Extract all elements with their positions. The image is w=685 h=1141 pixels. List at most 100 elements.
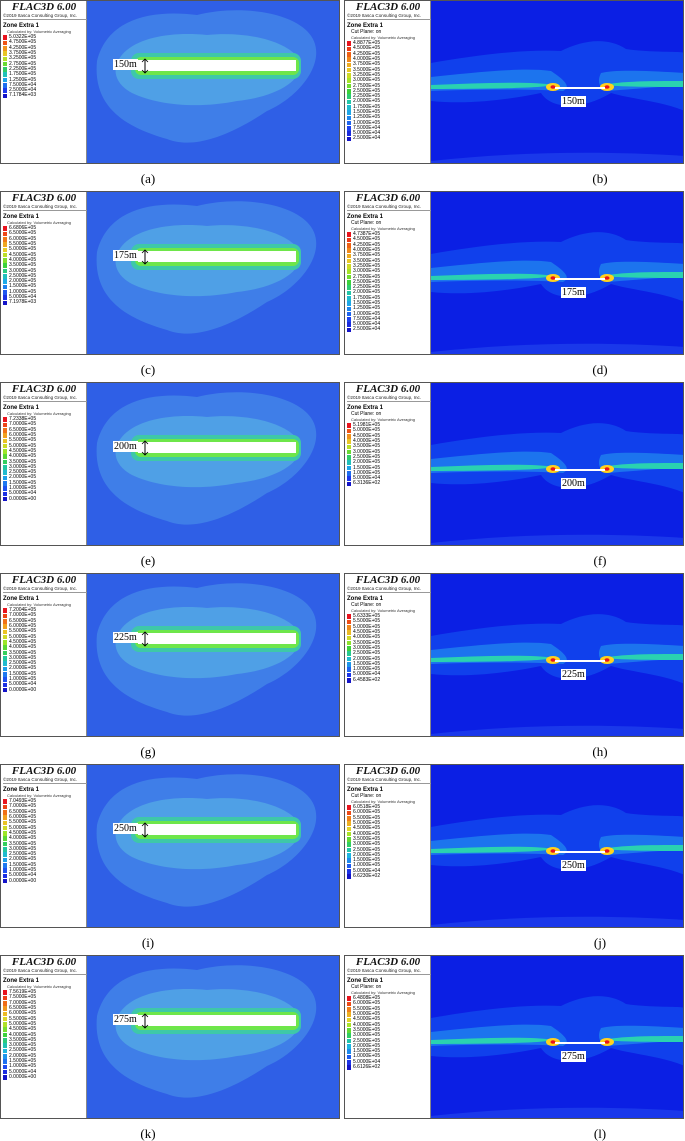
legend-entry: 6.0000E+05 [3,815,36,820]
panel-h: FLAC3D 6.00 ©2019 Itasca Consulting Group… [344,573,684,737]
legend-entry: 5.0000E+04 [347,868,380,874]
legend-swatch [347,78,351,84]
legend-entry: 6.4583E+02 [347,676,381,683]
legend-entry: 0.0000E+00 [3,687,36,693]
legend-swatch [3,799,7,804]
legend-swatch [3,475,7,481]
legend-swatch [347,258,351,264]
legend-value: 6.3136E+02 [353,480,381,487]
legend-value: 4.0000E+05 [353,1021,381,1028]
legend-entry: 5.0000E+04 [347,131,380,136]
legend-swatch [347,327,351,333]
cut-plane-status: Cut Plane: on [351,984,382,990]
legend-entry: 4.2500E+05 [347,241,381,248]
legend-value: 6.4583E+02 [353,676,381,683]
legend-swatch [347,821,351,826]
legend-swatch [3,640,7,645]
legend-entry: 1.5000E+05 [347,301,380,306]
dimension-arrowheads [141,58,149,74]
legend-value: 1.2500E+05 [9,76,37,83]
legend-value: 6.4808E+05 [353,995,381,1002]
stress-peak-left-core [550,467,556,471]
legend-swatch [3,470,7,475]
legend-entry: 7.1784E+03 [3,93,36,99]
legend-swatch [3,35,7,40]
legend-value: 4.5000E+05 [353,629,381,636]
legend-swatch [347,306,351,312]
legend-value: 1.0000E+05 [353,1053,381,1060]
legend-entries: 5.1981E+05 5.0000E+05 4.5000E+05 4.0000E+05… [347,423,380,487]
legend-value: 6.0000E+05 [353,1000,381,1007]
legend-value: 2.5000E+05 [353,1037,381,1044]
legend-entry: 0.0000E+00 [3,1074,36,1080]
legend-box: FLAC3D 6.00 ©2019 Itasca Consulting Group… [1,956,87,1118]
legend-entry: 3.7500E+05 [347,253,380,259]
legend-value: 7.0000E+05 [9,612,37,619]
legend-swatch [3,496,7,502]
legend-swatch [347,1059,351,1065]
legend-swatch [3,618,7,624]
legend-entry: 6.5000E+05 [3,427,36,433]
legend-swatch [347,810,351,816]
legend-entry: 1.0000E+05 [347,863,380,869]
legend-entry: 2.7500E+05 [347,83,380,89]
legend-entry: 6.4808E+05 [347,996,380,1001]
legend-value: 1.0000E+05 [9,867,37,873]
zone-title: Zone Extra 1 [3,23,40,29]
legend-entry: 3.5000E+05 [3,459,36,465]
legend-value: 4.2500E+05 [353,50,381,57]
legend-swatch [347,46,351,52]
legend-entry: 5.0000E+05 [347,1012,380,1017]
legend-entry: 0.0000E+00 [3,496,36,502]
legend-entry: 6.5000E+05 [3,618,36,624]
legend-swatch [347,242,351,248]
legend-entry: 1.5000E+05 [3,1059,36,1064]
calc-note: Calculated by: Volumetric Averaging [351,35,415,40]
legend-value: 2.5000E+05 [9,851,37,858]
legend-value: 7.0000E+05 [9,999,37,1006]
legend-swatch [347,83,351,89]
legend-entry: 1.7500E+05 [347,104,380,110]
app-title: FLAC3D 6.00 [355,383,421,395]
legend-value: 5.5000E+05 [9,437,37,444]
legend-swatch [3,93,7,99]
legend-swatch [3,841,7,847]
legend-entry: 4.5000E+05 [347,433,380,439]
legend-entry: 1.7500E+05 [347,295,380,301]
zone-title: Zone Extra 1 [347,978,384,984]
legend-value: 6.6126E+02 [353,1064,381,1070]
legend-entry: 1.5000E+05 [347,465,380,471]
legend-value: 4.5000E+05 [9,829,37,836]
legend-value: 6.0000E+05 [9,814,37,821]
legend-entry: 1.0000E+05 [347,120,380,126]
stress-band [431,845,683,853]
legend-swatch [347,269,351,275]
legend-value: 2.5000E+05 [353,846,381,853]
legend-entry: 2.5000E+05 [347,650,381,657]
legend-entry: 6.5000E+05 [3,809,36,815]
legend-value: 6.5000E+05 [9,1005,37,1012]
zone-title: Zone Extra 1 [347,214,384,220]
legend-entry: 3.5000E+05 [3,841,36,847]
legend-value: 4.2500E+05 [353,241,381,248]
legend-entry: 3.5000E+05 [3,263,36,269]
legend-value: 2.0000E+05 [9,474,37,481]
legend-swatch [347,311,351,317]
legend-swatch [3,247,7,253]
legend-box: FLAC3D 6.00 ©2019 Itasca Consulting Group… [345,1,431,163]
legend-entry: 5.5000E+05 [347,1006,380,1012]
legend-entry: 2.5000E+05 [347,454,380,460]
legend-entry: 7.1978E+03 [3,300,36,306]
legend-entry: 1.5000E+05 [3,671,36,677]
legend-entry: 3.2500E+05 [347,72,380,78]
legend-value: 2.5000E+05 [353,650,381,657]
legend-value: 5.0000E+04 [353,1058,381,1065]
legend-swatch [3,40,7,46]
lower-stress-zone [431,916,683,927]
legend-entry: 0.0000E+00 [3,878,36,884]
contour-plot: 200m [87,383,339,545]
legend-value: 3.0000E+05 [9,654,37,661]
stress-peak-left-core [550,658,556,662]
legend-value: 4.0000E+05 [9,453,37,460]
legend-swatch [347,449,351,455]
